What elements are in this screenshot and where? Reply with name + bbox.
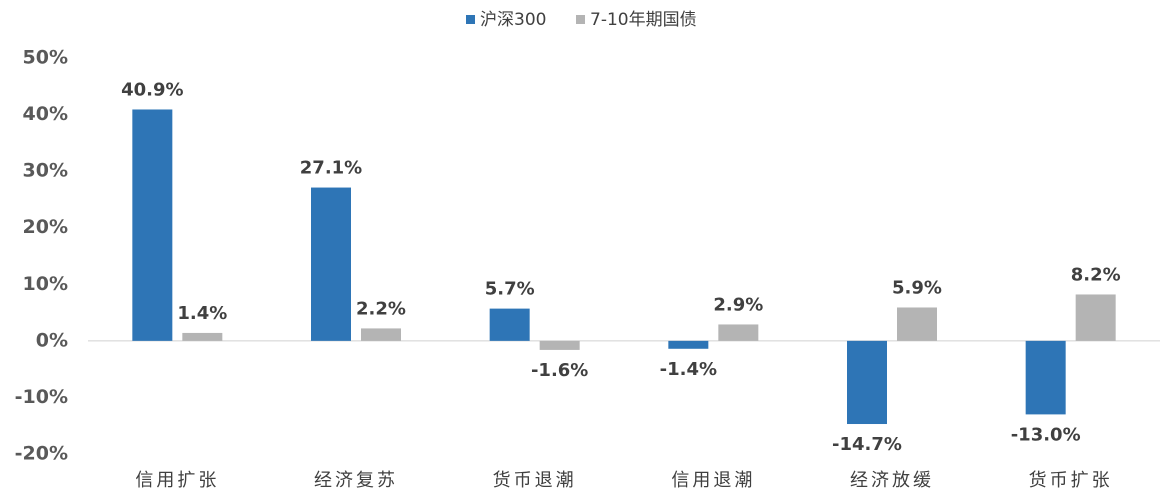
value-label: -1.6% <box>531 360 588 381</box>
legend-label: 沪深300 <box>480 10 546 30</box>
y-tick-label: -10% <box>15 386 68 408</box>
y-tick-label: 20% <box>23 216 68 238</box>
x-tick-label: 货币扩张 <box>1029 470 1113 491</box>
y-tick-label: -20% <box>15 443 68 465</box>
bar <box>718 324 759 341</box>
y-tick-label: 40% <box>23 103 68 125</box>
y-tick-label: 30% <box>23 160 68 182</box>
legend-swatch <box>466 15 475 24</box>
bar <box>311 187 351 341</box>
legend-swatch <box>576 15 585 24</box>
bar <box>361 328 401 341</box>
value-label: -13.0% <box>1011 424 1081 445</box>
bar <box>668 340 709 349</box>
value-label: 27.1% <box>300 158 362 179</box>
value-label: 2.2% <box>356 298 406 319</box>
bar <box>1075 294 1116 341</box>
value-label: 5.7% <box>485 279 535 300</box>
y-tick-label: 10% <box>23 273 68 295</box>
legend-label: 7-10年期国债 <box>590 10 697 30</box>
bar <box>897 307 937 341</box>
x-tick-label: 货币退潮 <box>493 470 577 491</box>
value-label: -14.7% <box>832 434 902 455</box>
bar <box>182 332 223 341</box>
x-tick-label: 信用扩张 <box>135 470 219 491</box>
value-label: -1.4% <box>660 359 717 380</box>
bar <box>1025 340 1066 415</box>
y-tick-label: 50% <box>23 47 68 69</box>
value-label: 1.4% <box>177 303 227 324</box>
value-label: 8.2% <box>1071 264 1121 285</box>
bar <box>132 109 173 341</box>
bar <box>847 340 887 425</box>
bar <box>489 308 530 341</box>
x-tick-label: 信用退潮 <box>671 470 755 491</box>
y-tick-label: 0% <box>36 329 68 351</box>
value-label: 2.9% <box>713 294 763 315</box>
x-tick-label: 经济放缓 <box>850 470 934 491</box>
bar <box>539 340 580 350</box>
x-tick-label: 经济复苏 <box>314 470 398 491</box>
value-label: 5.9% <box>892 277 942 298</box>
value-label: 40.9% <box>121 79 183 100</box>
